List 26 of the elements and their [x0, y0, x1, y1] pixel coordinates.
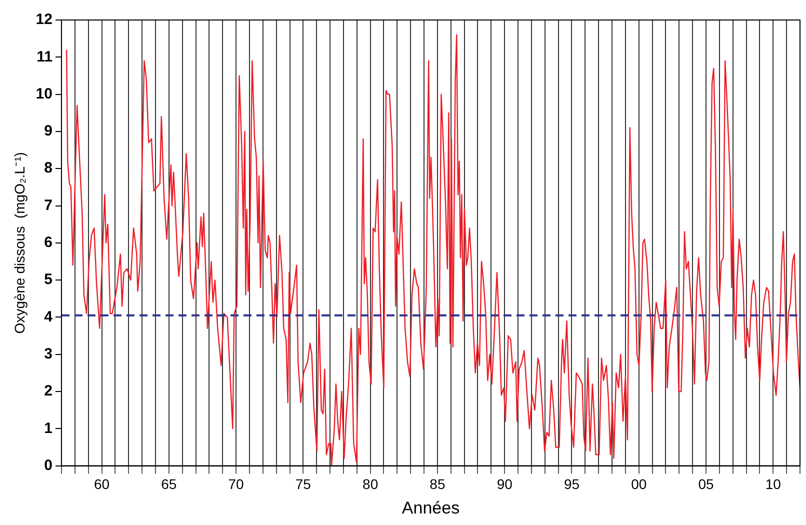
y-tick-label: 3 [44, 345, 52, 362]
y-tick-label: 1 [44, 420, 52, 437]
y-tick-label: 9 [44, 122, 52, 140]
y-tick-label: 6 [44, 234, 52, 252]
x-tick-label: 80 [362, 476, 378, 492]
y-tick-label: 10 [36, 85, 52, 102]
x-tick-label: 05 [698, 476, 714, 492]
x-tick-label: 85 [430, 476, 446, 492]
y-tick-label: 2 [44, 382, 52, 400]
y-tick-label: 4 [44, 308, 54, 326]
x-tick-label: 95 [564, 476, 580, 492]
x-tick-label: 65 [161, 476, 177, 492]
y-tick-label: 5 [44, 271, 52, 288]
x-tick-label: 75 [295, 476, 312, 492]
x-axis-title: Années [402, 498, 460, 518]
y-tick-label: 7 [44, 196, 52, 214]
x-tick-label: 00 [631, 476, 647, 492]
y-tick-label: 12 [36, 11, 52, 28]
x-tick-label: 60 [94, 476, 110, 492]
y-axis-title: Oxygène dissous (mgO₂.L⁻¹) [11, 152, 28, 334]
x-tick-label: 70 [228, 476, 244, 492]
y-tick-label: 8 [44, 160, 52, 177]
y-tick-label: 11 [36, 48, 52, 66]
x-tick-label: 90 [496, 476, 513, 492]
x-tick-label: 10 [765, 476, 782, 492]
y-tick-label: 0 [44, 456, 52, 474]
